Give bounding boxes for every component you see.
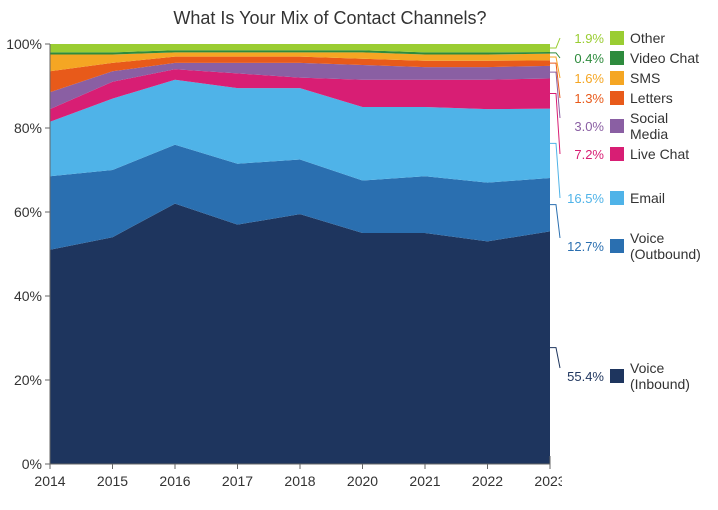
legend-swatch (610, 239, 624, 253)
legend-pct: 12.7% (560, 239, 610, 254)
x-tick-label: 2018 (284, 473, 315, 489)
legend-swatch (610, 71, 624, 85)
legend-swatch (610, 369, 624, 383)
legend-pct: 16.5% (560, 191, 610, 206)
legend-swatch (610, 147, 624, 161)
legend-swatch (610, 31, 624, 45)
legend-swatch (610, 91, 624, 105)
legend-pct: 1.3% (560, 91, 610, 106)
x-tick-label: 2022 (472, 473, 503, 489)
legend-label: Video Chat (630, 50, 699, 66)
x-tick-label: 2023 (534, 473, 562, 489)
y-tick-label: 20% (14, 372, 42, 388)
legend-swatch (610, 51, 624, 65)
chart-svg: 0% 20% 40% 60% 80% 100% 2014 2015 2016 2017 2018 20… (2, 38, 562, 498)
legend-pct: 0.4% (560, 51, 610, 66)
legend-label: Voice(Outbound) (630, 230, 701, 262)
legend-item-sms: 1.6% SMS (560, 70, 660, 86)
legend-item-video_chat: 0.4% Video Chat (560, 50, 699, 66)
legend-label: Live Chat (630, 146, 689, 162)
y-tick-label: 40% (14, 288, 42, 304)
legend-item-live_chat: 7.2% Live Chat (560, 146, 689, 162)
legend-label: Other (630, 30, 665, 46)
legend-item-voice_inbound: 55.4% Voice(Inbound) (560, 360, 690, 392)
x-tick-label: 2021 (409, 473, 440, 489)
x-tick-label: 2015 (97, 473, 128, 489)
legend-pct: 7.2% (560, 147, 610, 162)
chart-title: What Is Your Mix of Contact Channels? (50, 8, 610, 29)
legend-pct: 1.6% (560, 71, 610, 86)
y-tick-label: 80% (14, 120, 42, 136)
legend-item-social_media: 3.0% SocialMedia (560, 110, 668, 142)
legend-item-letters: 1.3% Letters (560, 90, 673, 106)
legend-label: Email (630, 190, 665, 206)
plot-area: 0%20%40%60%80%100%2014201520162017201820… (50, 44, 550, 464)
area-voice_inbound (50, 204, 550, 464)
legend-label: SMS (630, 70, 660, 86)
x-tick-label: 2016 (159, 473, 190, 489)
legend-pct: 55.4% (560, 369, 610, 384)
legend-pct: 1.9% (560, 31, 610, 46)
legend-label: Letters (630, 90, 673, 106)
x-tick-label: 2014 (34, 473, 65, 489)
legend-pct: 3.0% (560, 119, 610, 134)
y-tick-label: 100% (6, 38, 42, 52)
legend-item-email: 16.5% Email (560, 190, 665, 206)
y-tick-label: 0% (22, 456, 42, 472)
x-tick-label: 2020 (347, 473, 378, 489)
legend-label: SocialMedia (630, 110, 668, 142)
legend-swatch (610, 191, 624, 205)
legend-item-other: 1.9% Other (560, 30, 665, 46)
legend-swatch (610, 119, 624, 133)
x-tick-label: 2017 (222, 473, 253, 489)
y-tick-label: 60% (14, 204, 42, 220)
legend-item-voice_outbound: 12.7% Voice(Outbound) (560, 230, 701, 262)
legend-label: Voice(Inbound) (630, 360, 690, 392)
